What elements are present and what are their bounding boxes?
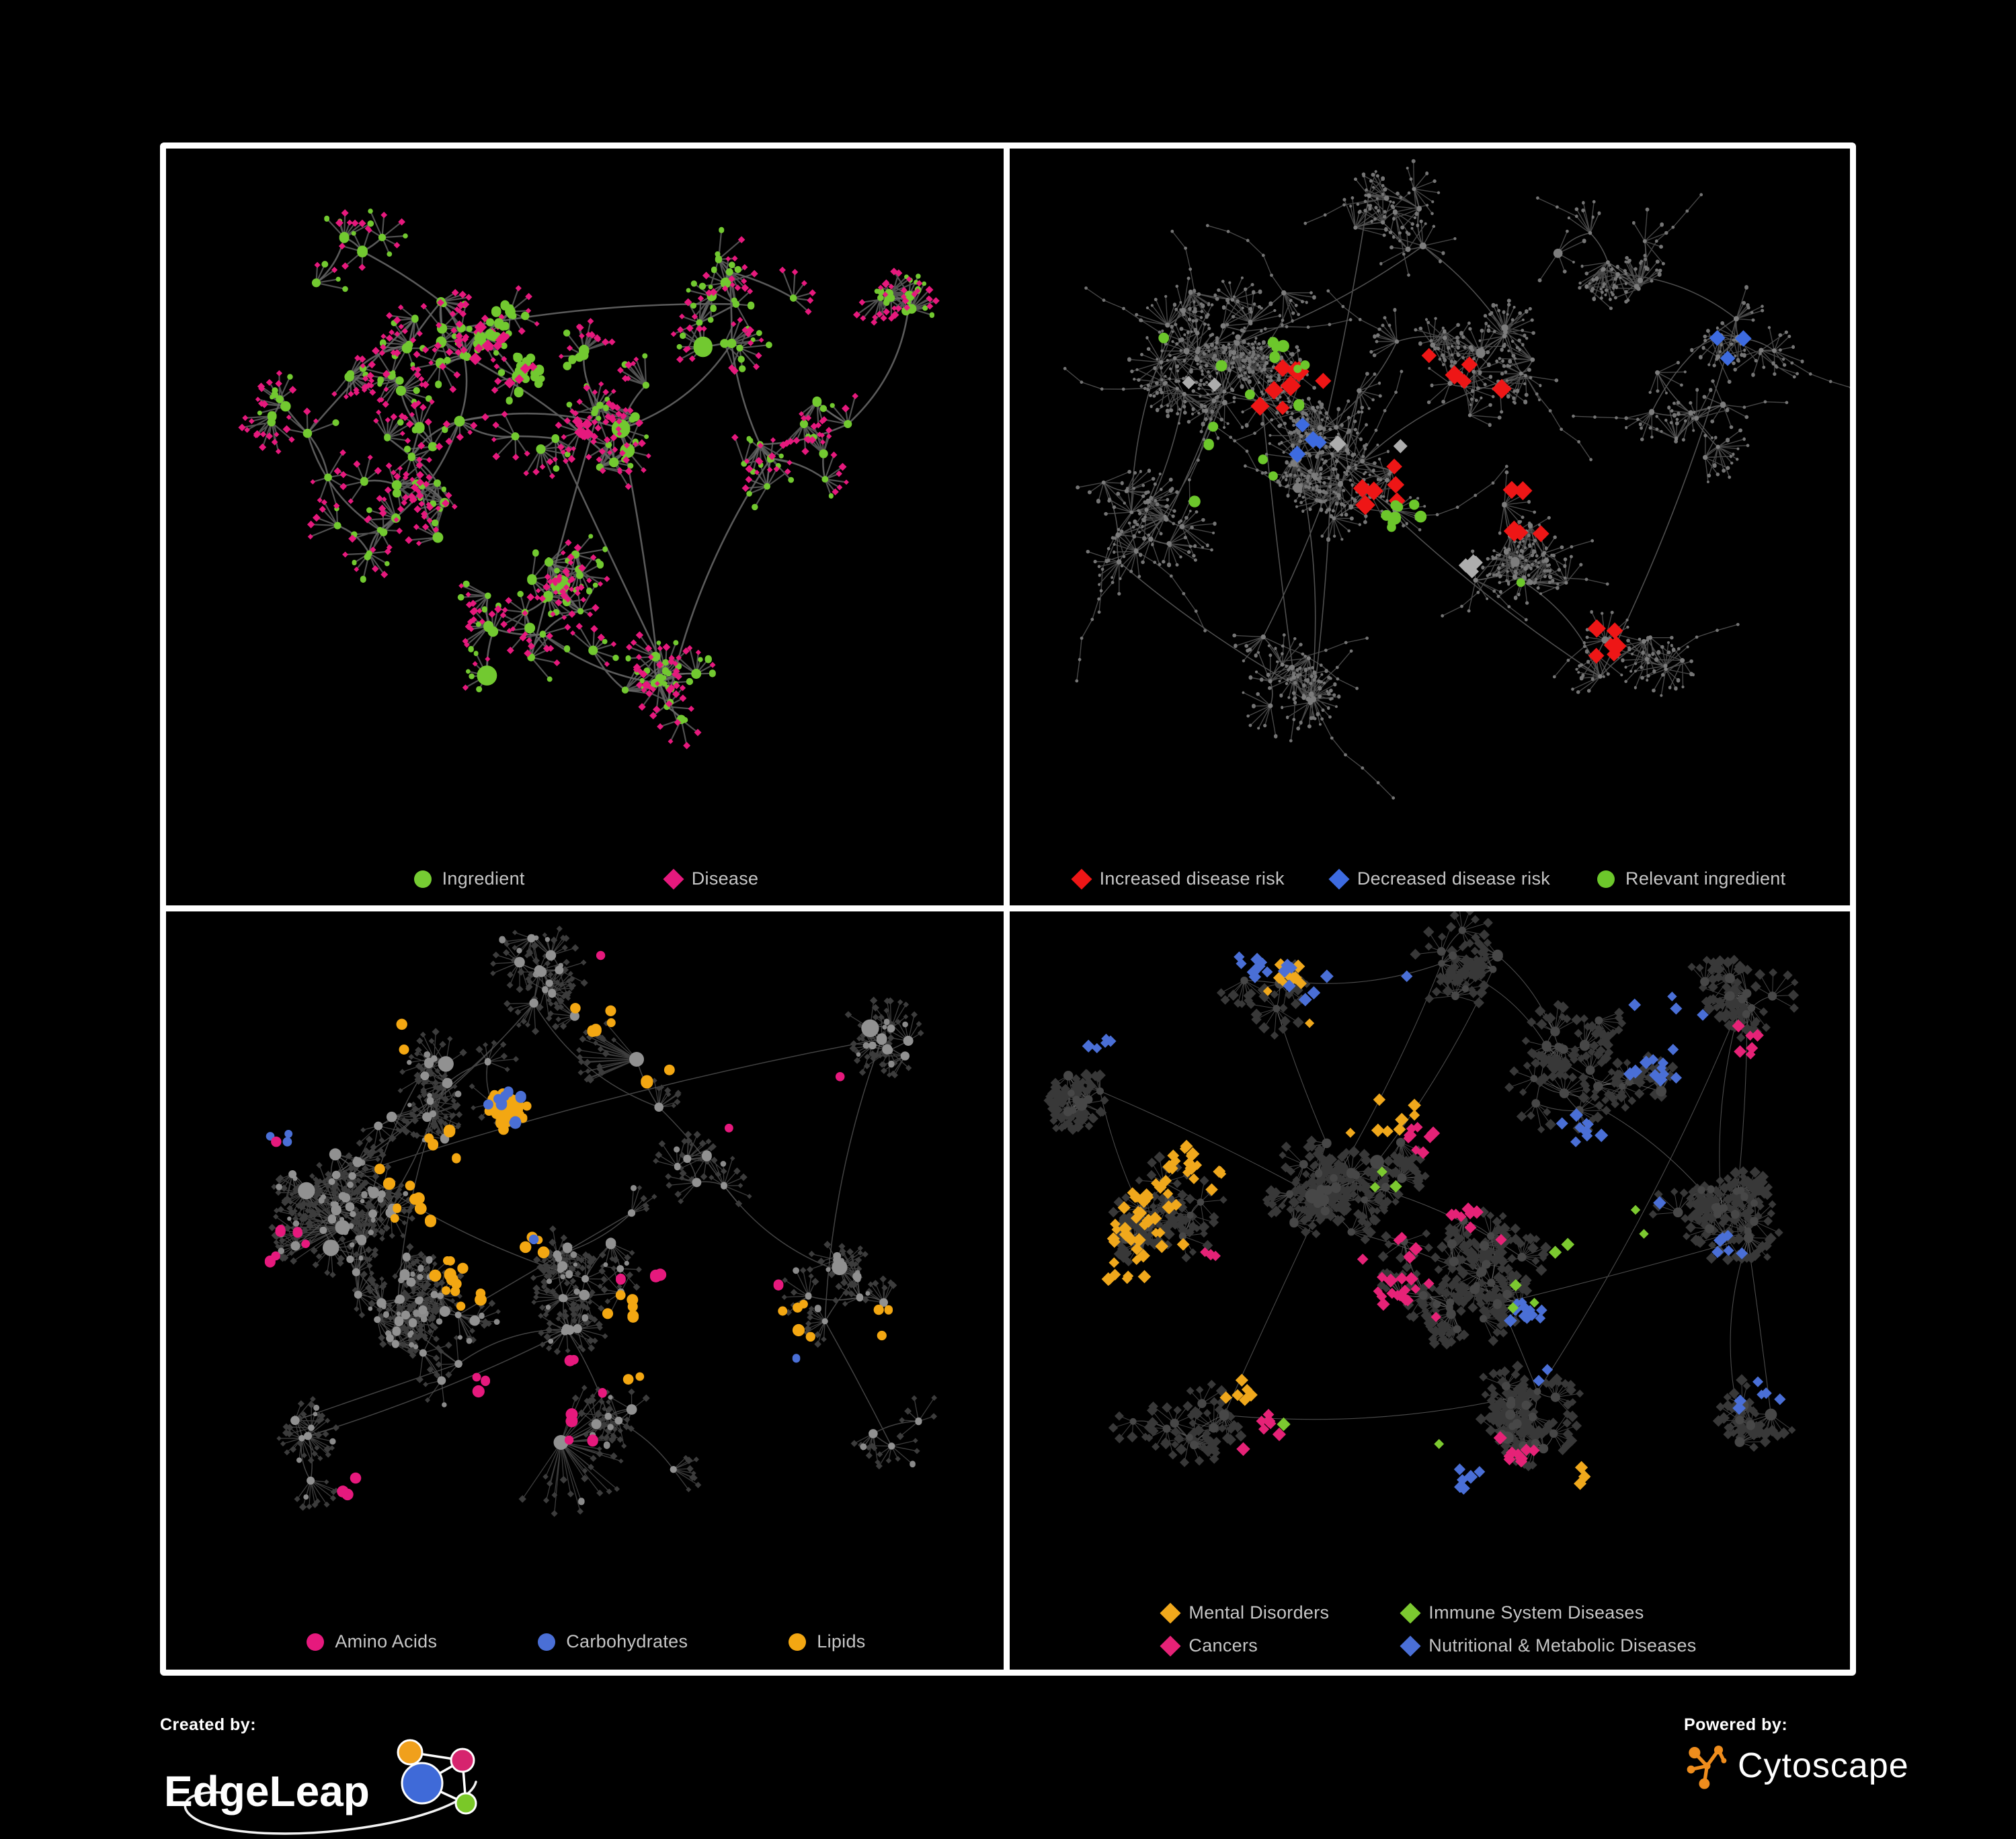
legend-label: Relevant ingredient [1625,868,1786,889]
legend-ingredient-disease: Ingredient Disease [166,868,1006,890]
edgeleap-green-node [454,1792,477,1815]
amino-acids-circle-marker [307,1633,325,1651]
legend-item-carbohydrates: Carbohydrates [538,1631,688,1652]
legend-item-ingredient: Ingredient [413,868,525,889]
legend-item-immune-system-diseases: Immune System Diseases [1400,1602,1696,1624]
carbohydrates-circle-marker [538,1633,556,1651]
immune-system-diseases-diamond-marker [1400,1602,1421,1624]
legend-item-relevant-ingredient: Relevant ingredient [1597,868,1785,889]
legend-label: Mental Disorders [1188,1602,1330,1623]
legend-label: Amino Acids [335,1631,438,1651]
legend-disease-classes: Mental Disorders Immune System Diseases … [1010,1602,1850,1657]
edgeleap-pink-node [450,1748,475,1773]
edgeleap-blue-node [401,1762,444,1805]
edgeleap-wordmark: EdgeLeap [164,1767,370,1815]
legend-label: Cancers [1188,1635,1258,1656]
relevant-ingredient-circle-marker [1597,870,1615,888]
legend-item-decreased-risk: Decreased disease risk [1328,868,1551,890]
legend-disease-risk: Increased disease risk Decreased disease… [1010,868,1850,890]
legend-label: Lipids [817,1631,866,1651]
panel-disease-classes: Mental Disorders Immune System Diseases … [1004,905,1856,1676]
legend-item-lipids: Lipids [789,1631,865,1652]
cytoscape-wordmark: Cytoscape [1738,1746,1909,1785]
edgeleap-logo: EdgeLeap [164,1739,477,1835]
created-by-block: Created by: EdgeLeap [160,1715,510,1839]
legend-label: Carbohydrates [566,1631,688,1651]
ingredient-circle-marker [413,870,432,888]
cancers-diamond-marker [1160,1635,1181,1657]
legend-label: Nutritional & Metabolic Diseases [1428,1635,1697,1656]
created-by-label: Created by: [160,1715,257,1734]
legend-item-disease: Disease [663,868,759,890]
ingredient-disease-network-graphic [238,208,940,749]
nutritional-metabolic-diseases-diamond-marker [1400,1635,1421,1657]
panel-ingredient-disease: Ingredient Disease [160,142,1012,913]
increased-risk-diamond-marker [1071,868,1092,890]
powered-by-block: Powered by: Cytoscape [1684,1715,1909,1793]
legend-item-mental-disorders: Mental Disorders [1160,1602,1330,1624]
mental-disorders-diamond-marker [1160,1602,1181,1624]
decreased-risk-diamond-marker [1328,868,1350,890]
legend-label: Immune System Diseases [1428,1602,1644,1623]
disease-risk-network-graphic [1063,159,1850,800]
powered-by-label: Powered by: [1684,1715,1788,1734]
legend-label: Increased disease risk [1099,868,1285,889]
legend-item-amino-acids: Amino Acids [307,1631,437,1652]
panel-nutrient-classes: Amino Acids Carbohydrates Lipids [160,905,1012,1676]
legend-label: Decreased disease risk [1357,868,1551,889]
legend-item-nutritional-metabolic-diseases: Nutritional & Metabolic Diseases [1400,1635,1697,1657]
legend-label: Disease [691,868,759,889]
cytoscape-logo-icon [1687,1745,1727,1789]
panel-disease-risk: Increased disease risk Decreased disease… [1004,142,1856,913]
disease-class-network-graphic [1043,911,1800,1495]
legend-item-increased-risk: Increased disease risk [1071,868,1285,890]
lipids-circle-marker [789,1633,807,1651]
legend-label: Ingredient [442,868,525,889]
legend-nutrient-classes: Amino Acids Carbohydrates Lipids [166,1631,1006,1652]
disease-diamond-marker [663,868,684,890]
edgeleap-orange-node [397,1739,424,1766]
legend-item-cancers: Cancers [1160,1635,1329,1657]
nutrient-class-network-graphic [264,926,938,1517]
